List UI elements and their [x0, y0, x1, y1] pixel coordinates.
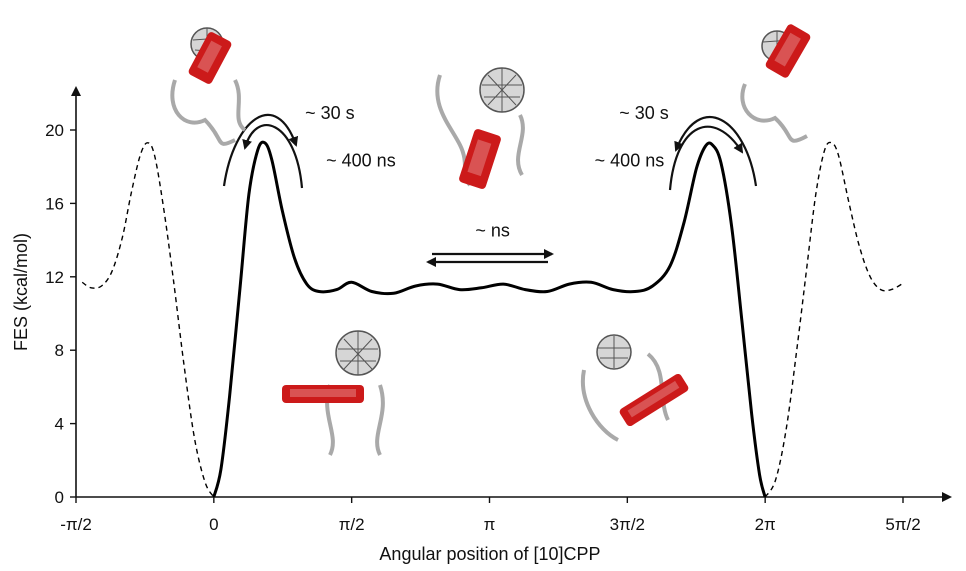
y-tick-label: 20	[45, 121, 64, 140]
x-tick-label: 5π/2	[885, 515, 920, 534]
x-axis-title: Angular position of [10]CPP	[379, 544, 600, 564]
fes-series-dashed-2	[764, 141, 903, 498]
y-tick-label: 0	[55, 488, 64, 507]
transition-arrows	[222, 113, 758, 267]
x-tick-label: 3π/2	[610, 515, 645, 534]
right-inner-arc-arrow	[668, 125, 744, 191]
molecule-structure-top-right	[740, 24, 811, 143]
molecule-structure-bottom-right	[580, 334, 689, 442]
y-tick-label: 12	[45, 268, 64, 287]
x-tick-label: π	[484, 515, 496, 534]
annotation-label: ~ 400 ns	[595, 151, 665, 171]
x-tick-label: 0	[209, 515, 218, 534]
fes-curves	[81, 140, 903, 498]
left-inner-arc-arrow	[242, 124, 304, 189]
axis-ticks: -π/2 0 π/2 π 3π/2 2π 5π/2 0 4 8 12 16 20	[45, 121, 921, 534]
rate-annotations: ~ 30 s ~ 400 ns ~ ns ~ 30 s ~ 400 ns	[305, 103, 669, 240]
y-tick-label: 8	[55, 341, 64, 360]
y-axis-title: FES (kcal/mol)	[11, 233, 31, 351]
annotation-label: ~ 30 s	[619, 103, 669, 123]
right-outer-arc-arrow	[674, 116, 758, 187]
x-tick-label: 2π	[755, 515, 776, 534]
annotation-label: ~ 400 ns	[326, 151, 396, 171]
fes-series-dashed-1	[81, 142, 215, 498]
annotation-label: ~ ns	[475, 220, 510, 240]
y-tick-label: 4	[55, 415, 64, 434]
molecule-structure-top-left	[170, 27, 247, 146]
y-tick-label: 16	[45, 194, 64, 213]
fes-series-solid	[212, 140, 767, 498]
x-tick-label: -π/2	[60, 515, 92, 534]
molecule-structure-bottom-left	[282, 330, 385, 456]
molecule-structure-top-center	[435, 67, 525, 189]
left-outer-arc-arrow	[222, 113, 299, 187]
annotation-label: ~ 30 s	[305, 103, 355, 123]
x-tick-label: π/2	[339, 515, 365, 534]
